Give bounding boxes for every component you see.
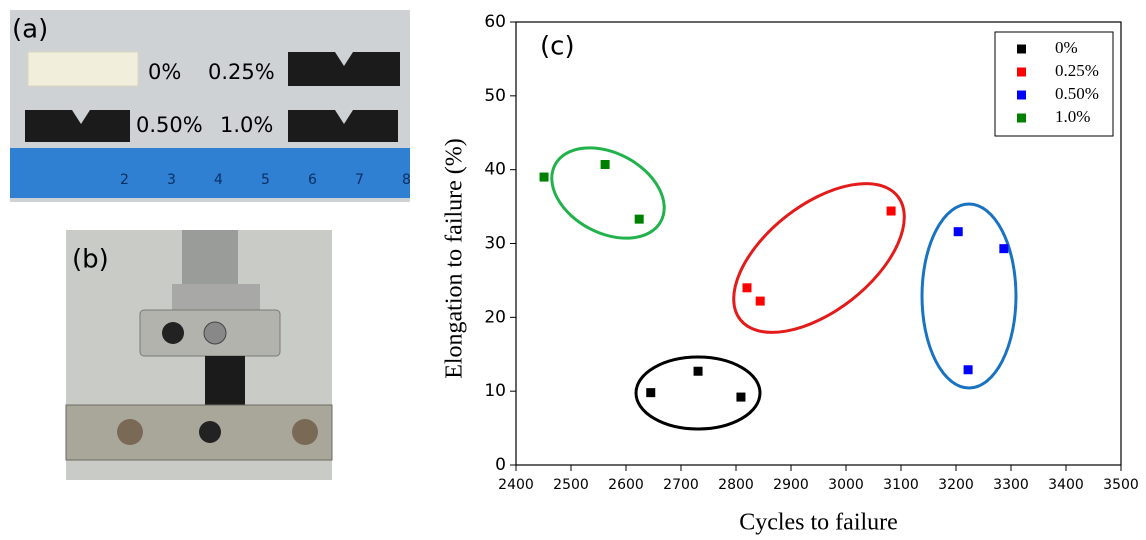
legend-marker	[1017, 68, 1026, 77]
ruler	[10, 148, 410, 198]
grip-rod	[182, 230, 238, 290]
point	[736, 393, 745, 402]
x-tick-label: 3100	[883, 477, 919, 493]
y-tick-label: 10	[484, 381, 506, 401]
photo-b: (b)	[66, 230, 332, 480]
legend-label: 1.0%	[1055, 107, 1090, 126]
legend-marker	[1017, 45, 1026, 54]
legend-marker	[1017, 114, 1026, 123]
legend-label: 0.25%	[1055, 61, 1099, 80]
sample-label: 0%	[148, 60, 181, 84]
point	[635, 215, 644, 224]
point	[743, 283, 752, 292]
x-tick-label: 2800	[718, 477, 754, 493]
ruler-label: 6	[308, 172, 317, 188]
ruler-label: 2	[120, 172, 129, 188]
panel-label: (c)	[540, 32, 575, 62]
panel-label: (b)	[72, 245, 109, 275]
figure: (a) 0% 0.25% 0.50% 1.0% (b) (c) 2 3 4 5 6 7 8 2…	[0, 0, 1146, 540]
screw	[117, 419, 143, 445]
y-axis-title: Elongation to failure (%)	[442, 138, 468, 379]
screw	[204, 322, 226, 344]
point	[887, 207, 896, 216]
ruler-label: 7	[355, 172, 364, 188]
sample-label: 0.50%	[136, 113, 203, 137]
specimen	[205, 356, 245, 410]
group-ellipse	[536, 130, 680, 257]
ruler-label: 3	[167, 172, 176, 188]
x-tick-label: 2700	[663, 477, 699, 493]
x-tick-label: 3500	[1103, 477, 1139, 493]
point	[954, 227, 963, 236]
ruler-label: 5	[261, 172, 270, 188]
x-axis-title: Cycles to failure	[739, 510, 898, 536]
y-tick-label: 60	[484, 12, 506, 32]
point	[756, 297, 765, 306]
legend-label: 0.50%	[1055, 84, 1099, 103]
group-ellipse	[708, 155, 931, 362]
point	[964, 365, 973, 374]
screw	[292, 419, 318, 445]
hole	[162, 322, 184, 344]
panel-label: (a)	[12, 15, 48, 45]
sample-label: 1.0%	[220, 113, 273, 137]
x-tick-label: 2400	[498, 477, 534, 493]
x-tick-label: 2600	[608, 477, 644, 493]
y-tick-label: 0	[495, 455, 506, 475]
photo-a: (a) 0% 0.25% 0.50% 1.0%	[10, 10, 410, 202]
point	[601, 160, 610, 169]
y-tick-label: 40	[484, 160, 506, 180]
y-tick-label: 30	[484, 234, 506, 254]
point	[540, 173, 549, 182]
group-ellipse	[922, 204, 1016, 388]
point	[694, 367, 703, 376]
grip	[172, 284, 260, 312]
x-tick-label: 3200	[938, 477, 974, 493]
point	[999, 244, 1008, 253]
legend-label: 0%	[1055, 38, 1078, 57]
x-tick-label: 3300	[993, 477, 1029, 493]
ruler-label: 8	[402, 172, 411, 188]
page: {"photo_a": {"label": "(a)", "samples": …	[0, 0, 1146, 540]
sample	[28, 52, 138, 86]
legend-marker	[1017, 91, 1026, 100]
point	[646, 388, 655, 397]
x-tick-label: 2500	[553, 477, 589, 493]
y-tick-label: 50	[484, 86, 506, 106]
y-tick-label: 20	[484, 307, 506, 327]
sample-label: 0.25%	[208, 60, 275, 84]
x-tick-label: 2900	[773, 477, 809, 493]
hole	[199, 421, 221, 443]
ruler-label: 4	[214, 172, 223, 188]
x-tick-label: 3400	[1048, 477, 1084, 493]
x-tick-label: 3000	[828, 477, 864, 493]
